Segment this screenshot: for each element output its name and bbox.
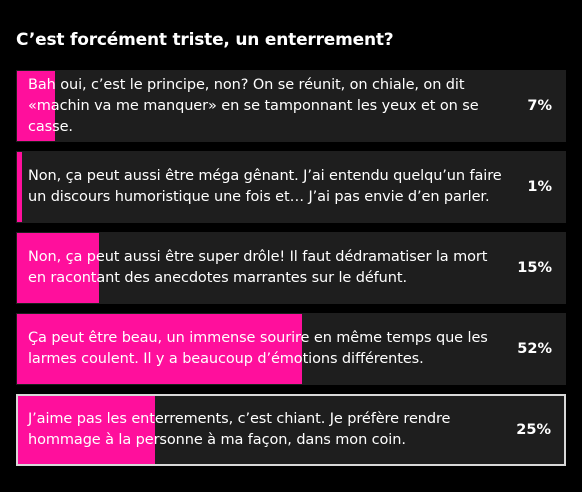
result-bar [18, 396, 155, 464]
poll-option-4[interactable]: Ça peut être beau, un immense sourire en… [16, 313, 566, 385]
option-text: Non, ça peut aussi être super drôle! Il … [28, 249, 488, 286]
result-bar [17, 314, 302, 384]
option-percent: 1% [527, 179, 552, 195]
poll-option-5[interactable]: J’aime pas les enterrements, c’est chian… [16, 394, 566, 466]
poll-options: Bah oui, c’est le principe, non? On se r… [16, 70, 566, 475]
option-percent: 15% [517, 260, 552, 276]
option-text: Ça peut être beau, un immense sourire en… [28, 330, 488, 367]
option-percent: 52% [517, 341, 552, 357]
option-text: Bah oui, c’est le principe, non? On se r… [28, 76, 479, 135]
option-percent: 25% [516, 422, 551, 438]
poll-option-2[interactable]: Non, ça peut aussi être méga gênant. J’a… [16, 151, 566, 223]
poll-title: C’est forcément triste, un enterrement? [16, 30, 394, 50]
poll-option-3[interactable]: Non, ça peut aussi être super drôle! Il … [16, 232, 566, 304]
result-bar [17, 71, 56, 141]
option-text: J’aime pas les enterrements, c’est chian… [28, 411, 451, 448]
option-percent: 7% [527, 98, 552, 114]
poll-option-1[interactable]: Bah oui, c’est le principe, non? On se r… [16, 70, 566, 142]
option-text: Non, ça peut aussi être méga gênant. J’a… [28, 168, 502, 205]
result-bar [17, 233, 100, 303]
result-bar [17, 152, 23, 222]
